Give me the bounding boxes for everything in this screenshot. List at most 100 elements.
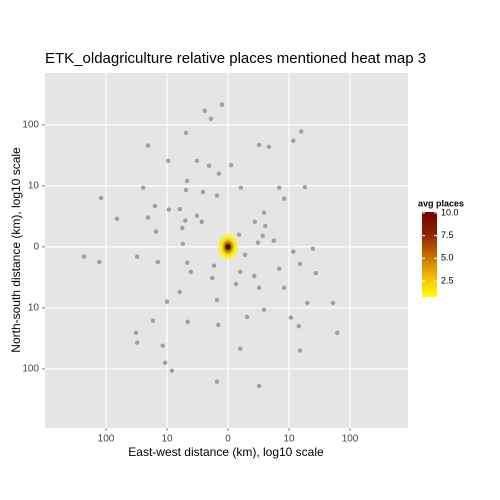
point bbox=[302, 184, 308, 190]
point bbox=[134, 340, 140, 345]
point bbox=[183, 130, 189, 135]
hotspot-core bbox=[225, 244, 231, 250]
point bbox=[252, 273, 257, 279]
point bbox=[271, 238, 276, 243]
point bbox=[233, 281, 239, 287]
point bbox=[188, 269, 194, 275]
point bbox=[214, 193, 220, 198]
point bbox=[194, 158, 200, 164]
point bbox=[263, 223, 268, 229]
point bbox=[238, 346, 243, 351]
point bbox=[313, 270, 319, 276]
point bbox=[291, 249, 296, 254]
point bbox=[166, 207, 172, 212]
colorbar-label: 10.0 bbox=[441, 207, 459, 217]
point bbox=[150, 318, 156, 323]
point bbox=[184, 178, 190, 184]
point bbox=[208, 116, 214, 121]
point bbox=[261, 210, 267, 215]
point bbox=[260, 233, 265, 239]
colorbar-label: 2.5 bbox=[441, 275, 454, 285]
point bbox=[261, 307, 267, 312]
point bbox=[177, 289, 183, 295]
point bbox=[297, 348, 303, 353]
point bbox=[134, 254, 140, 259]
point bbox=[81, 254, 87, 259]
y-tick-label: 100 bbox=[22, 119, 39, 130]
colorbar bbox=[422, 212, 437, 297]
point bbox=[238, 185, 244, 190]
point bbox=[206, 163, 212, 168]
point bbox=[177, 206, 183, 212]
y-tick-label: 10 bbox=[28, 180, 40, 191]
point bbox=[296, 323, 301, 329]
point bbox=[214, 297, 220, 303]
point bbox=[133, 330, 139, 336]
x-tick-label: 10 bbox=[283, 434, 295, 445]
point bbox=[216, 171, 222, 176]
legend-title: avg places bbox=[418, 198, 464, 208]
point bbox=[256, 285, 262, 290]
point bbox=[277, 185, 282, 190]
point bbox=[228, 162, 234, 168]
point bbox=[180, 241, 186, 246]
point bbox=[335, 330, 340, 336]
point bbox=[256, 383, 262, 389]
point bbox=[211, 263, 217, 268]
point bbox=[297, 261, 303, 267]
point bbox=[185, 319, 190, 325]
x-tick-label: 100 bbox=[342, 434, 359, 445]
y-tick-label: 10 bbox=[28, 302, 40, 313]
y-tick-label: 0 bbox=[33, 241, 39, 252]
point bbox=[288, 315, 294, 320]
y-tick-label: 100 bbox=[22, 363, 39, 374]
x-tick-label: 0 bbox=[225, 434, 231, 445]
point bbox=[114, 216, 120, 221]
x-tick-label: 10 bbox=[161, 434, 173, 445]
point bbox=[244, 314, 250, 320]
point bbox=[180, 225, 185, 231]
point bbox=[242, 252, 248, 257]
point bbox=[98, 195, 104, 201]
point bbox=[252, 219, 258, 225]
point bbox=[238, 269, 243, 275]
point bbox=[145, 215, 151, 220]
point bbox=[164, 299, 170, 304]
x-tick-label: 100 bbox=[98, 434, 115, 445]
point bbox=[299, 129, 304, 134]
point bbox=[255, 240, 261, 245]
point bbox=[169, 368, 175, 373]
point bbox=[145, 143, 151, 148]
point bbox=[160, 343, 165, 348]
point bbox=[183, 187, 189, 193]
point bbox=[166, 158, 171, 164]
point bbox=[183, 218, 188, 223]
point bbox=[266, 144, 272, 150]
point bbox=[214, 379, 220, 384]
point bbox=[310, 246, 316, 251]
point bbox=[277, 266, 282, 271]
point bbox=[200, 189, 206, 195]
point bbox=[141, 185, 146, 190]
point bbox=[155, 259, 161, 265]
point bbox=[199, 219, 204, 225]
colorbar-label: 7.5 bbox=[441, 230, 454, 240]
point bbox=[256, 142, 262, 148]
point bbox=[219, 102, 225, 107]
point bbox=[330, 300, 336, 306]
colorbar-label: 5.0 bbox=[441, 253, 454, 263]
point bbox=[281, 285, 287, 290]
y-axis-label: North-south distance (km), log10 scale bbox=[9, 147, 23, 353]
point bbox=[162, 360, 168, 365]
point bbox=[194, 213, 200, 218]
point bbox=[184, 260, 190, 265]
point bbox=[305, 300, 310, 306]
point bbox=[153, 229, 159, 234]
point bbox=[209, 275, 215, 281]
point bbox=[291, 138, 296, 143]
point bbox=[281, 196, 287, 201]
point bbox=[152, 203, 158, 209]
point bbox=[236, 232, 242, 237]
point bbox=[216, 322, 221, 328]
